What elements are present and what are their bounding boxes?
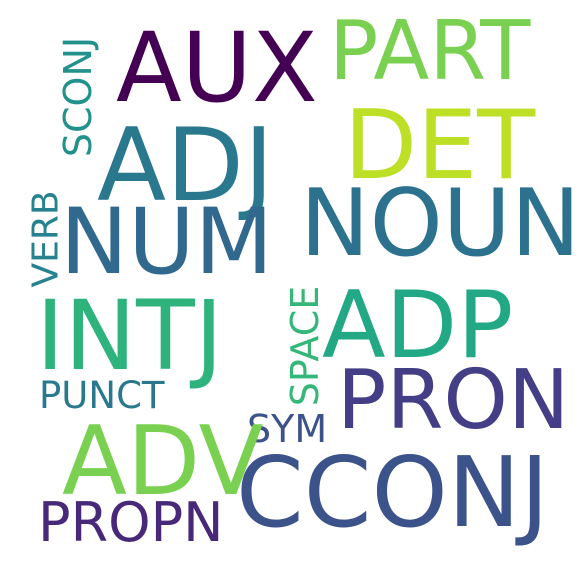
word-det: DET (344, 91, 536, 201)
word-noun: NOUN (300, 169, 579, 277)
word-num: NUM (60, 190, 274, 295)
word-sym: SYM (247, 407, 328, 451)
word-aux: AUX (116, 12, 318, 124)
word-adp: ADP (322, 271, 514, 379)
word-pron: PRON (337, 353, 570, 448)
word-adv: ADV (62, 407, 264, 517)
word-intj: INTJ (36, 280, 224, 392)
word-sconj: SCONJ (56, 36, 101, 158)
word-adj: ADJ (97, 106, 274, 224)
word-propn: PROPN (38, 491, 224, 554)
word-part: PART (329, 4, 531, 99)
word-punct: PUNCT (39, 374, 165, 417)
word-space: SPACE (283, 285, 328, 407)
word-cconj: CCONJ (236, 436, 549, 549)
word-verb: VERB (25, 190, 67, 288)
